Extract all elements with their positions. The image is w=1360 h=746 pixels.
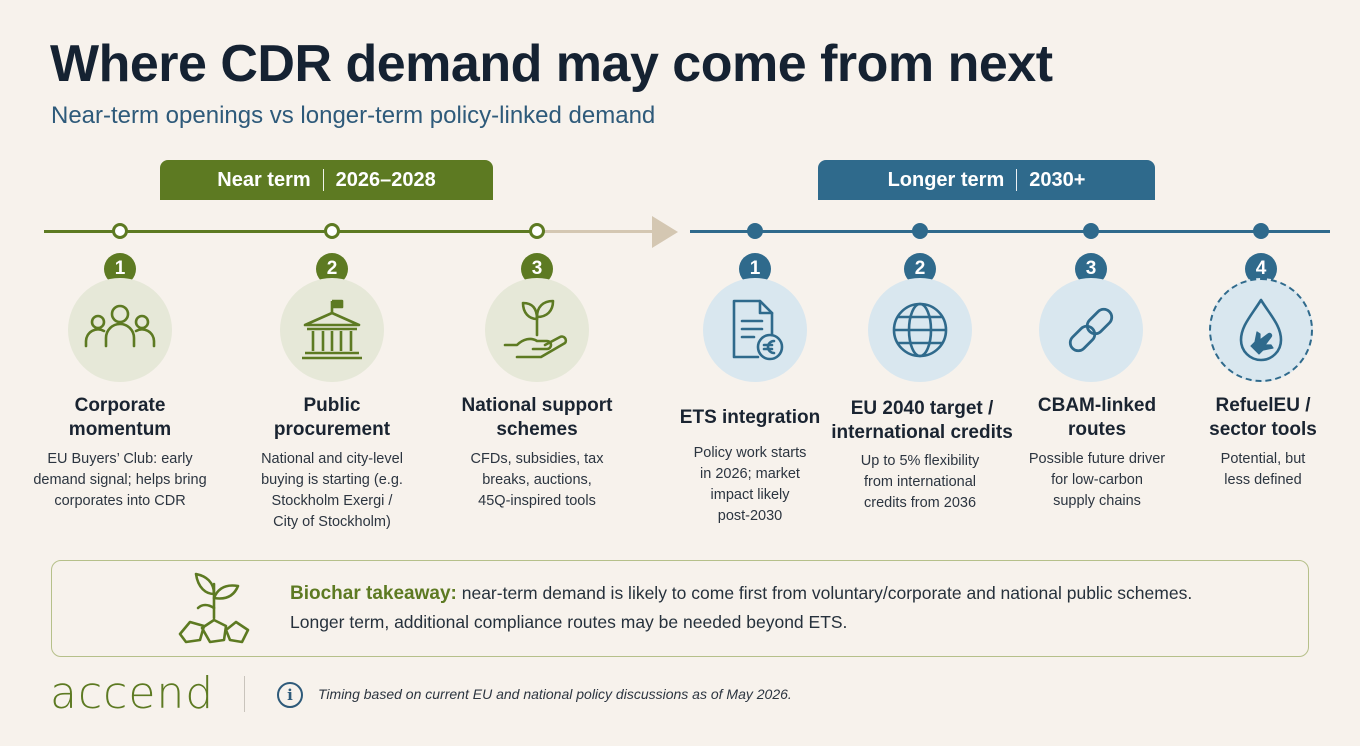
item-title: CBAM-linked routes [1037, 395, 1157, 440]
item-title: ETS integration [679, 407, 821, 428]
footnote: Timing based on current EU and national … [318, 686, 792, 702]
people-group-icon [68, 278, 172, 382]
takeaway-label: Biochar takeaway: [290, 583, 457, 604]
chain-link-icon [1039, 278, 1143, 382]
takeaway-text: near-term demand is likely to come first… [461, 583, 1193, 603]
near-term-period: 2026–2028 [335, 168, 436, 191]
document-euro-icon [703, 278, 807, 382]
timeline-node [912, 223, 928, 239]
timeline-node [529, 223, 545, 239]
long-term-header: Longer term 2030+ [818, 160, 1155, 200]
divider [1016, 169, 1018, 191]
footer-divider [244, 676, 245, 712]
hand-sprout-icon [485, 278, 589, 382]
page-subtitle: Near-term openings vs longer-term policy… [51, 102, 656, 129]
timeline-node [1083, 223, 1099, 239]
item-description: Up to 5% flexibility from international cr… [860, 453, 980, 511]
near-term-timeline [44, 230, 538, 233]
government-building-icon [280, 278, 384, 382]
item-description: Policy work starts in 2026; market impact … [693, 445, 807, 524]
item-description: Possible future driver for low-carbon supp… [1028, 451, 1166, 509]
takeaway-box [51, 560, 1309, 657]
globe-icon [868, 278, 972, 382]
near-term-label: Near term [217, 168, 311, 191]
item-title: National support schemes [461, 395, 613, 440]
long-term-label: Longer term [887, 168, 1005, 191]
accend-logo: accend [50, 668, 215, 719]
item-description: CFDs, subsidies, tax breaks, auctions, 45Q… [470, 451, 604, 509]
divider [322, 169, 324, 191]
transition-arrow-icon [652, 216, 678, 248]
fuel-drop-plane-icon [1209, 278, 1313, 382]
near-term-header: Near term 2026–2028 [160, 160, 493, 200]
long-term-timeline [690, 230, 1330, 233]
biochar-sprout-icon [178, 572, 250, 644]
timeline-node [112, 223, 128, 239]
takeaway-line-2: Longer term, additional compliance route… [290, 612, 848, 632]
item-title: Corporate momentum [68, 395, 172, 440]
item-description: EU Buyers’ Club: early demand signal; hel… [33, 451, 207, 509]
item-title: EU 2040 target / international credits [831, 398, 1013, 443]
timeline-node [747, 223, 763, 239]
timeline-node [1253, 223, 1269, 239]
transition-arrow-shaft [538, 230, 658, 233]
long-term-period: 2030+ [1029, 168, 1086, 191]
item-title: Public procurement [273, 395, 391, 440]
item-title: RefuelEU / sector tools [1209, 395, 1317, 440]
timeline-node [324, 223, 340, 239]
item-description: National and city-level buying is startin… [261, 451, 403, 530]
page-title: Where CDR demand may come from next [50, 35, 1053, 93]
info-icon: i [277, 682, 303, 708]
takeaway-line-1: Biochar takeaway: near-term demand is li… [290, 583, 1192, 605]
item-description: Potential, but less defined [1220, 451, 1306, 488]
